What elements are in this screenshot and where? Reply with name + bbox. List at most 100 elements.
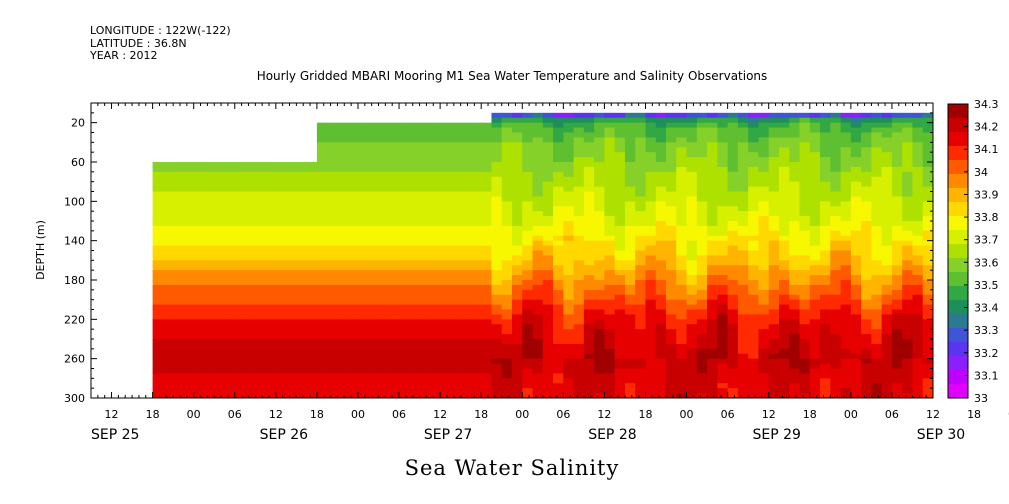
heatmap-cell xyxy=(563,166,575,173)
heatmap-cell xyxy=(327,260,339,266)
heatmap-cell xyxy=(347,275,359,281)
heatmap-cell xyxy=(871,211,883,217)
heatmap-cell xyxy=(717,299,729,306)
heatmap-cell xyxy=(162,196,174,202)
heatmap-cell xyxy=(522,353,534,360)
heatmap-cell xyxy=(532,245,544,252)
heatmap-cell xyxy=(666,176,677,183)
heatmap-cell xyxy=(666,270,677,276)
heatmap-cell xyxy=(429,339,441,345)
heatmap-cell xyxy=(748,122,760,129)
heatmap-cell xyxy=(327,196,339,202)
heatmap-cell xyxy=(635,289,647,296)
heatmap-cell xyxy=(778,383,790,389)
heatmap-cell xyxy=(840,191,852,198)
heatmap-cell xyxy=(830,363,842,370)
heatmap-cell xyxy=(368,353,380,360)
heatmap-cell xyxy=(316,294,328,301)
heatmap-cell xyxy=(696,142,708,148)
heatmap-cell xyxy=(481,353,493,360)
heatmap-cell xyxy=(635,270,647,276)
heatmap-cell xyxy=(368,265,380,271)
heatmap-cell xyxy=(727,260,739,266)
heatmap-cell xyxy=(686,216,698,222)
heatmap-cell xyxy=(378,142,390,148)
heatmap-cell xyxy=(357,132,369,139)
heatmap-cell xyxy=(440,304,451,311)
x-tick-label: 06 xyxy=(392,408,406,421)
heatmap-cell xyxy=(265,176,277,183)
heatmap-cell xyxy=(799,137,811,143)
heatmap-cell xyxy=(778,221,790,227)
heatmap-cell xyxy=(655,383,667,389)
heatmap-cell xyxy=(306,383,318,389)
heatmap-cell xyxy=(686,299,698,306)
heatmap-cell xyxy=(881,319,893,325)
heatmap-cell xyxy=(275,230,287,237)
heatmap-cell xyxy=(830,225,842,232)
heatmap-cell xyxy=(347,265,359,271)
heatmap-cell xyxy=(850,186,862,193)
heatmap-cell xyxy=(296,314,308,320)
heatmap-cell xyxy=(399,166,410,173)
heatmap-cell xyxy=(922,329,933,335)
heatmap-cell xyxy=(429,230,441,237)
heatmap-cell xyxy=(922,358,933,365)
heatmap-cell xyxy=(440,181,451,188)
heatmap-cell xyxy=(840,265,852,271)
heatmap-cell xyxy=(666,152,677,158)
heatmap-cell xyxy=(388,230,400,237)
heatmap-cell xyxy=(583,270,595,276)
heatmap-cell xyxy=(265,289,277,296)
heatmap-cell xyxy=(891,314,903,320)
heatmap-cell xyxy=(604,275,616,281)
heatmap-cell xyxy=(553,216,564,222)
heatmap-cell xyxy=(162,235,174,242)
heatmap-cell xyxy=(419,309,431,316)
heatmap-cell xyxy=(234,235,246,242)
heatmap-cell xyxy=(399,388,410,394)
heatmap-cell xyxy=(820,265,831,271)
heatmap-cell xyxy=(419,191,431,198)
heatmap-cell xyxy=(542,196,554,202)
heatmap-cell xyxy=(563,176,575,183)
heatmap-cell xyxy=(604,162,616,168)
heatmap-cell xyxy=(645,275,657,281)
heatmap-cell xyxy=(419,255,431,261)
heatmap-cell xyxy=(696,363,708,370)
heatmap-cell xyxy=(522,373,534,379)
heatmap-cell xyxy=(512,363,523,370)
heatmap-cell xyxy=(460,368,472,375)
heatmap-cell xyxy=(512,132,523,139)
heatmap-cell xyxy=(419,319,431,325)
heatmap-cell xyxy=(388,240,400,247)
heatmap-cell xyxy=(214,171,226,178)
heatmap-cell xyxy=(203,373,215,379)
heatmap-cell xyxy=(419,235,431,242)
colorbar-swatch xyxy=(948,216,968,231)
heatmap-cell xyxy=(809,230,821,237)
heatmap-cell xyxy=(830,230,842,237)
heatmap-cell xyxy=(491,393,503,398)
heatmap-cell xyxy=(522,221,534,227)
heatmap-cell xyxy=(809,270,821,276)
heatmap-cell xyxy=(347,334,359,340)
heatmap-cell xyxy=(809,142,821,148)
heatmap-cell xyxy=(183,196,195,202)
heatmap-cell xyxy=(748,152,760,158)
heatmap-cell xyxy=(778,309,790,316)
heatmap-cell xyxy=(850,181,862,188)
heatmap-cell xyxy=(470,334,482,340)
heatmap-cell xyxy=(881,186,893,193)
heatmap-cell xyxy=(707,383,718,389)
heatmap-cell xyxy=(758,348,770,355)
heatmap-cell xyxy=(347,270,359,276)
heatmap-cell xyxy=(388,221,400,227)
heatmap-cell xyxy=(316,378,328,384)
heatmap-cell xyxy=(316,127,328,134)
heatmap-cell xyxy=(440,245,451,252)
heatmap-cell xyxy=(512,245,523,252)
heatmap-cell xyxy=(265,368,277,375)
heatmap-cell xyxy=(450,358,462,365)
